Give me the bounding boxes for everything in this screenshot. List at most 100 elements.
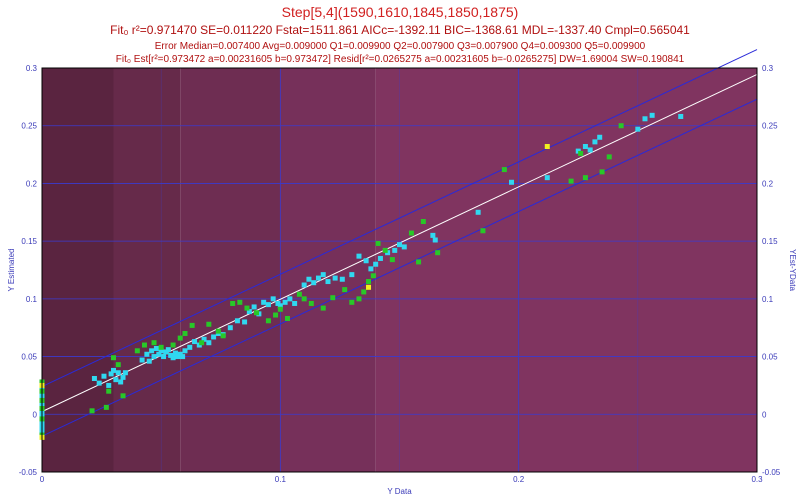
y-tick-label: 0.15 — [21, 237, 37, 246]
data-point — [242, 319, 248, 325]
data-point — [139, 357, 145, 363]
x-tick-label: 0.3 — [751, 475, 763, 484]
data-point — [187, 344, 193, 350]
data-point — [101, 373, 107, 379]
data-point — [215, 328, 221, 334]
x-tick-label: 0.1 — [275, 475, 287, 484]
y-right-tick-label: 0.25 — [762, 122, 778, 131]
data-point — [244, 305, 250, 311]
data-point — [408, 230, 414, 236]
y-right-tick-label: 0.1 — [762, 295, 774, 304]
data-point — [366, 284, 372, 290]
data-point — [582, 143, 588, 149]
data-point — [301, 282, 307, 288]
data-point — [370, 273, 376, 279]
y-tick-label: 0.1 — [26, 295, 38, 304]
data-point — [206, 321, 212, 327]
data-point — [349, 299, 355, 305]
plot-frame — [41, 67, 758, 473]
data-point — [311, 280, 317, 286]
background-band — [375, 68, 757, 472]
data-point — [401, 244, 407, 250]
data-point — [122, 370, 128, 376]
lower-confidence-line — [41, 98, 758, 437]
data-point — [89, 408, 95, 414]
data-point — [172, 350, 178, 356]
data-point — [199, 340, 205, 346]
x-axis-label: Y Data — [387, 487, 412, 496]
data-point — [432, 237, 438, 243]
y-tick-label: -0.05 — [19, 468, 38, 477]
data-point — [277, 306, 283, 312]
axis-ticks: 0 0.1 0.2 0.3-0.0500.050.10.150.20.250.3-0.… — [19, 64, 781, 484]
data-point — [144, 351, 150, 357]
data-point — [356, 253, 362, 259]
data-point — [211, 334, 217, 340]
data-point — [649, 112, 655, 118]
background-band — [180, 68, 281, 472]
data-point — [592, 139, 598, 145]
fit-statistics-line: Fit₀ r²=0.971470 SE=0.011220 Fstat=1511.… — [110, 23, 690, 37]
data-point — [392, 247, 398, 253]
data-point — [578, 150, 584, 156]
y-right-axis-label: YEst-YData — [788, 249, 797, 291]
data-point — [234, 318, 240, 324]
y-right-tick-label: 0 — [762, 410, 767, 419]
data-point — [153, 345, 159, 351]
data-point — [325, 279, 331, 285]
data-point — [230, 300, 236, 306]
data-point — [120, 374, 126, 380]
y-right-tick-label: 0.3 — [762, 64, 774, 73]
data-point — [282, 299, 288, 305]
data-point — [544, 175, 550, 181]
data-point — [146, 358, 152, 364]
data-point — [182, 348, 188, 354]
data-point — [246, 309, 252, 315]
data-point — [158, 344, 164, 350]
data-point — [111, 355, 116, 361]
data-point — [292, 300, 298, 306]
data-point — [96, 380, 102, 386]
y-right-tick-label: 0.2 — [762, 179, 774, 188]
data-point — [265, 302, 271, 308]
data-point — [91, 376, 97, 382]
data-point — [111, 367, 116, 373]
background-band — [113, 68, 181, 472]
data-point — [254, 310, 259, 316]
y-tick-label: 0 — [33, 410, 38, 419]
data-point — [113, 377, 119, 383]
data-point — [170, 355, 176, 361]
data-point — [106, 388, 112, 394]
data-point — [342, 287, 348, 293]
y-tick-label: 0.25 — [21, 122, 37, 131]
data-point — [165, 347, 171, 353]
y-tick-label: 0.3 — [26, 64, 38, 73]
data-point — [189, 322, 195, 328]
data-point — [182, 330, 188, 336]
data-point — [606, 154, 612, 160]
data-point — [368, 266, 374, 272]
data-point — [339, 276, 345, 282]
data-point — [301, 296, 307, 302]
upper-confidence-line — [41, 49, 758, 388]
data-point — [273, 312, 279, 318]
data-point — [377, 255, 383, 261]
data-point — [430, 232, 436, 238]
data-point — [330, 295, 336, 301]
data-point — [480, 228, 486, 234]
data-point — [544, 143, 550, 149]
data-point — [296, 291, 302, 297]
data-point — [420, 219, 426, 225]
y-right-tick-label: -0.05 — [762, 468, 781, 477]
data-point — [635, 126, 641, 132]
background-band — [280, 68, 376, 472]
x-tick-label: 0 — [40, 475, 45, 484]
data-point — [220, 333, 226, 339]
data-point — [270, 296, 276, 302]
data-point — [108, 371, 114, 377]
data-point — [361, 289, 367, 295]
data-point — [265, 318, 271, 324]
data-point — [287, 296, 293, 302]
data-point — [363, 258, 369, 264]
data-point — [373, 261, 379, 267]
